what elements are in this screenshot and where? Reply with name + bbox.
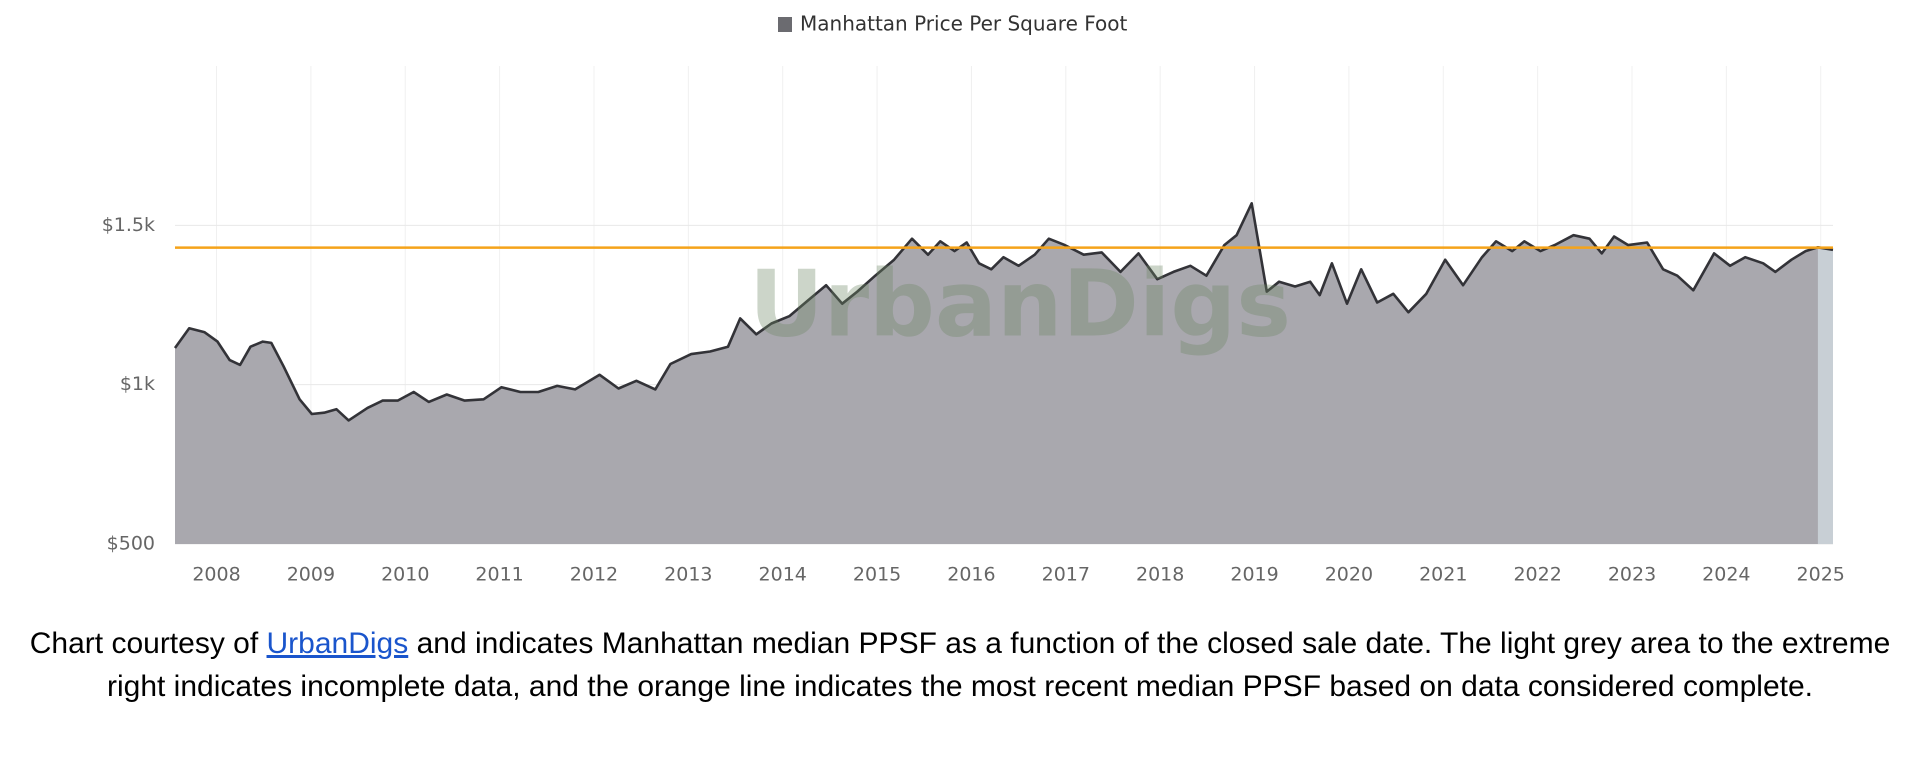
watermark: UrbanDigs — [749, 250, 1291, 357]
caption-text: and indicates Manhattan median PPSF as a… — [106, 627, 1891, 703]
y-tick-label: $500 — [107, 533, 155, 555]
area-line — [173, 202, 1834, 422]
area-fill — [175, 203, 1833, 545]
x-tick-label: 2008 — [192, 564, 240, 586]
x-tick-label: 2019 — [1230, 564, 1278, 586]
x-tick-label: 2014 — [759, 564, 807, 586]
x-tick-label: 2025 — [1797, 564, 1845, 586]
x-tick-label: 2020 — [1325, 564, 1373, 586]
chart: 2008 2009 2010 2011 2012 2013 2014 2015 2016 2017… — [102, 12, 1845, 586]
incomplete-area — [1817, 247, 1833, 544]
x-tick-label: 2024 — [1702, 564, 1750, 586]
x-tick-label: 2021 — [1419, 564, 1467, 586]
legend-swatch — [778, 17, 792, 32]
caption-link[interactable]: UrbanDigs — [266, 627, 409, 660]
x-tick-label: 2017 — [1042, 564, 1090, 586]
x-tick-label: 2013 — [664, 564, 712, 586]
legend-label: Manhattan Price Per Square Foot — [800, 12, 1128, 36]
x-tick-label: 2011 — [475, 564, 523, 586]
x-tick-label: 2023 — [1608, 564, 1656, 586]
x-tick-label: 2009 — [287, 564, 335, 586]
x-tick-label: 2016 — [947, 564, 995, 586]
x-tick-label: 2012 — [570, 564, 618, 586]
caption: Chart courtesy of UrbanDigs and indicate… — [0, 622, 1920, 708]
x-tick-label: 2015 — [853, 564, 901, 586]
x-tick-label: 2022 — [1513, 564, 1561, 586]
y-tick-label: $1.5k — [102, 214, 155, 236]
x-tick-label: 2010 — [381, 564, 429, 586]
x-tick-label: 2018 — [1136, 564, 1184, 586]
caption-text: Chart courtesy of — [29, 627, 267, 660]
y-tick-label: $1k — [120, 373, 155, 395]
